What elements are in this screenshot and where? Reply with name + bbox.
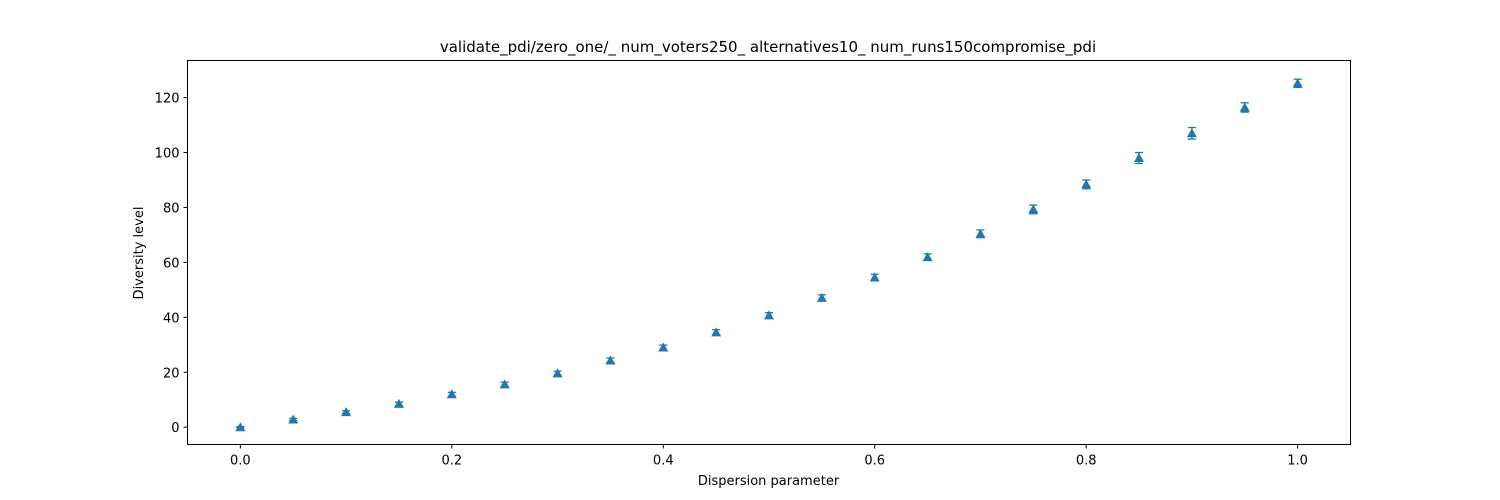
- y-tick-label: 100: [155, 147, 180, 162]
- x-tick-label: 0.0: [230, 454, 251, 469]
- data-point: [393, 398, 404, 408]
- x-tick-label: 0.2: [441, 454, 462, 469]
- data-point: [1292, 78, 1303, 88]
- y-tick-label: 80: [163, 201, 180, 216]
- plot-frame: [187, 60, 1351, 445]
- x-tick-label: 1.0: [1287, 454, 1308, 469]
- data-point: [764, 310, 774, 320]
- data-point: [1081, 179, 1092, 189]
- x-axis-ticks: 0.0 0.2 0.4 0.6 0.8 1.0: [230, 444, 1308, 469]
- data-point: [1134, 153, 1145, 163]
- data-point: [552, 368, 563, 378]
- data-points: [235, 78, 1303, 432]
- data-point: [816, 292, 827, 302]
- data-point: [658, 342, 669, 352]
- data-point: [922, 252, 933, 262]
- data-point: [288, 414, 299, 424]
- data-point: [499, 379, 510, 389]
- data-point: [446, 389, 457, 399]
- data-point: [711, 327, 722, 337]
- data-point: [1239, 102, 1250, 112]
- x-axis-label: Dispersion parameter: [698, 474, 840, 489]
- data-point: [1028, 204, 1039, 214]
- data-point: [605, 355, 616, 365]
- y-tick-label: 40: [163, 311, 180, 326]
- data-point: [1186, 128, 1197, 138]
- y-tick-label: 120: [155, 92, 180, 107]
- y-axis-label: Diversity level: [132, 207, 147, 300]
- chart-title: validate_pdi/zero_one/_ num_voters250_ a…: [440, 38, 1096, 57]
- y-tick-label: 20: [163, 366, 180, 381]
- y-tick-label: 0: [171, 421, 179, 436]
- data-point: [235, 422, 246, 432]
- y-tick-label: 60: [163, 256, 180, 271]
- x-tick-label: 0.4: [653, 454, 674, 469]
- x-tick-label: 0.6: [864, 454, 885, 469]
- data-point: [341, 407, 352, 417]
- x-tick-label: 0.8: [1076, 454, 1097, 469]
- data-point: [869, 272, 880, 282]
- y-axis-ticks: 0 20 40 60 80 100 120: [155, 92, 188, 436]
- data-point: [975, 228, 986, 238]
